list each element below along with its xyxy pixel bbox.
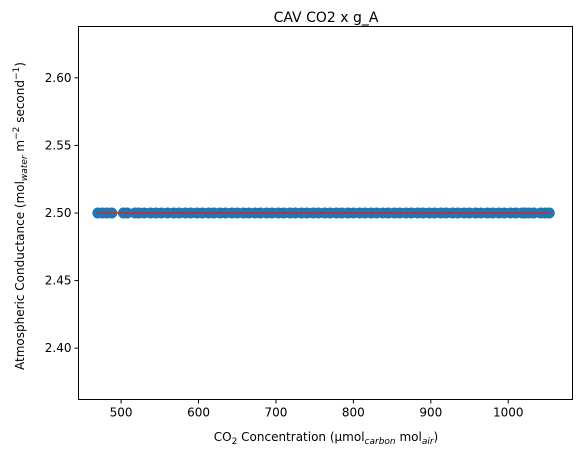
x-axis-label: CO2 Concentration (µmolcarbon molair) — [214, 430, 438, 447]
y-tick-label: 2.40 — [45, 341, 72, 355]
y-tick-label: 2.45 — [45, 274, 72, 288]
x-tick-label: 600 — [187, 406, 210, 420]
x-axis-ticks: 500 600 700 800 900 1000 — [110, 399, 524, 420]
chart-title: CAV CO2 x g_A — [274, 10, 379, 26]
y-axis-ticks: 2.40 2.45 2.50 2.55 2.60 — [45, 71, 79, 355]
x-tick-label: 800 — [342, 406, 365, 420]
x-tick-label: 900 — [419, 406, 442, 420]
x-tick-label: 500 — [110, 406, 133, 420]
y-tick-label: 2.55 — [45, 138, 72, 152]
y-tick-label: 2.60 — [45, 71, 72, 85]
plot-marks — [92, 207, 555, 219]
y-axis-label: Atmospheric Conductance (molwater m−2 se… — [12, 62, 30, 370]
plot-frame — [78, 26, 573, 400]
y-tick-label: 2.50 — [45, 206, 72, 220]
x-tick-label: 700 — [264, 406, 287, 420]
x-tick-label: 1000 — [493, 406, 524, 420]
